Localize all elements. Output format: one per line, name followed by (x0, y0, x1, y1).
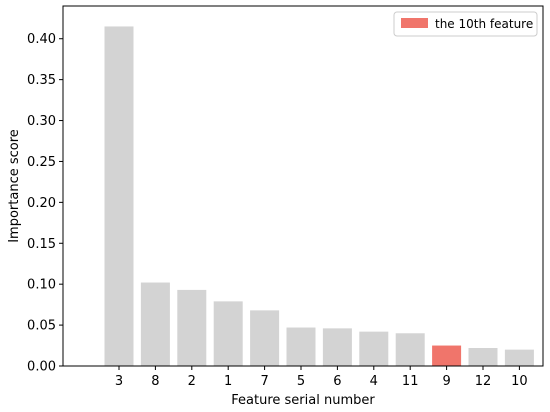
y-tick-label: 0.05 (27, 319, 56, 334)
y-tick-label: 0.20 (27, 196, 56, 211)
bar-9 (432, 345, 462, 366)
y-tick-label: 0.35 (27, 73, 56, 88)
y-axis-ticks: 0.00 0.05 0.10 0.15 0.20 0.25 0.30 0.35 0.40 (27, 32, 63, 375)
y-tick-label: 0.00 (27, 360, 56, 375)
legend: the 10th feature (393, 11, 538, 37)
y-tick-label: 0.10 (27, 278, 56, 293)
bar-8 (140, 282, 170, 366)
x-tick-label: 11 (402, 374, 419, 389)
x-tick-label: 5 (297, 374, 305, 389)
legend-label: the 10th feature (435, 17, 533, 31)
legend-box (393, 11, 538, 37)
bar-4 (359, 331, 389, 366)
bar-10 (504, 349, 534, 366)
bars-group (104, 26, 534, 366)
bar-2 (177, 289, 207, 366)
x-tick-label: 9 (442, 374, 450, 389)
x-tick-label: 2 (188, 374, 196, 389)
x-tick-label: 4 (370, 374, 378, 389)
y-tick-label: 0.25 (27, 155, 56, 170)
y-tick-label: 0.30 (27, 114, 56, 129)
bar-7 (250, 310, 280, 366)
x-tick-label: 1 (224, 374, 232, 389)
bar-3 (104, 26, 134, 366)
bar-11 (395, 333, 425, 366)
bar-1 (213, 301, 243, 366)
x-tick-label: 8 (151, 374, 159, 389)
x-axis-ticks: 3 8 2 1 7 5 6 4 11 9 12 10 (115, 366, 528, 389)
x-axis-label: Feature serial number (231, 393, 375, 408)
x-tick-label: 7 (260, 374, 268, 389)
y-tick-label: 0.40 (27, 32, 56, 47)
x-tick-label: 3 (115, 374, 123, 389)
x-tick-label: 12 (475, 374, 492, 389)
y-tick-label: 0.15 (27, 237, 56, 252)
x-tick-label: 10 (511, 374, 528, 389)
bar-12 (468, 348, 498, 366)
legend-swatch (401, 18, 428, 28)
bar-5 (286, 327, 316, 366)
bar-6 (322, 328, 352, 366)
plot-frame (62, 5, 544, 367)
x-tick-label: 6 (333, 374, 341, 389)
y-axis-label: Importance score (7, 129, 22, 243)
